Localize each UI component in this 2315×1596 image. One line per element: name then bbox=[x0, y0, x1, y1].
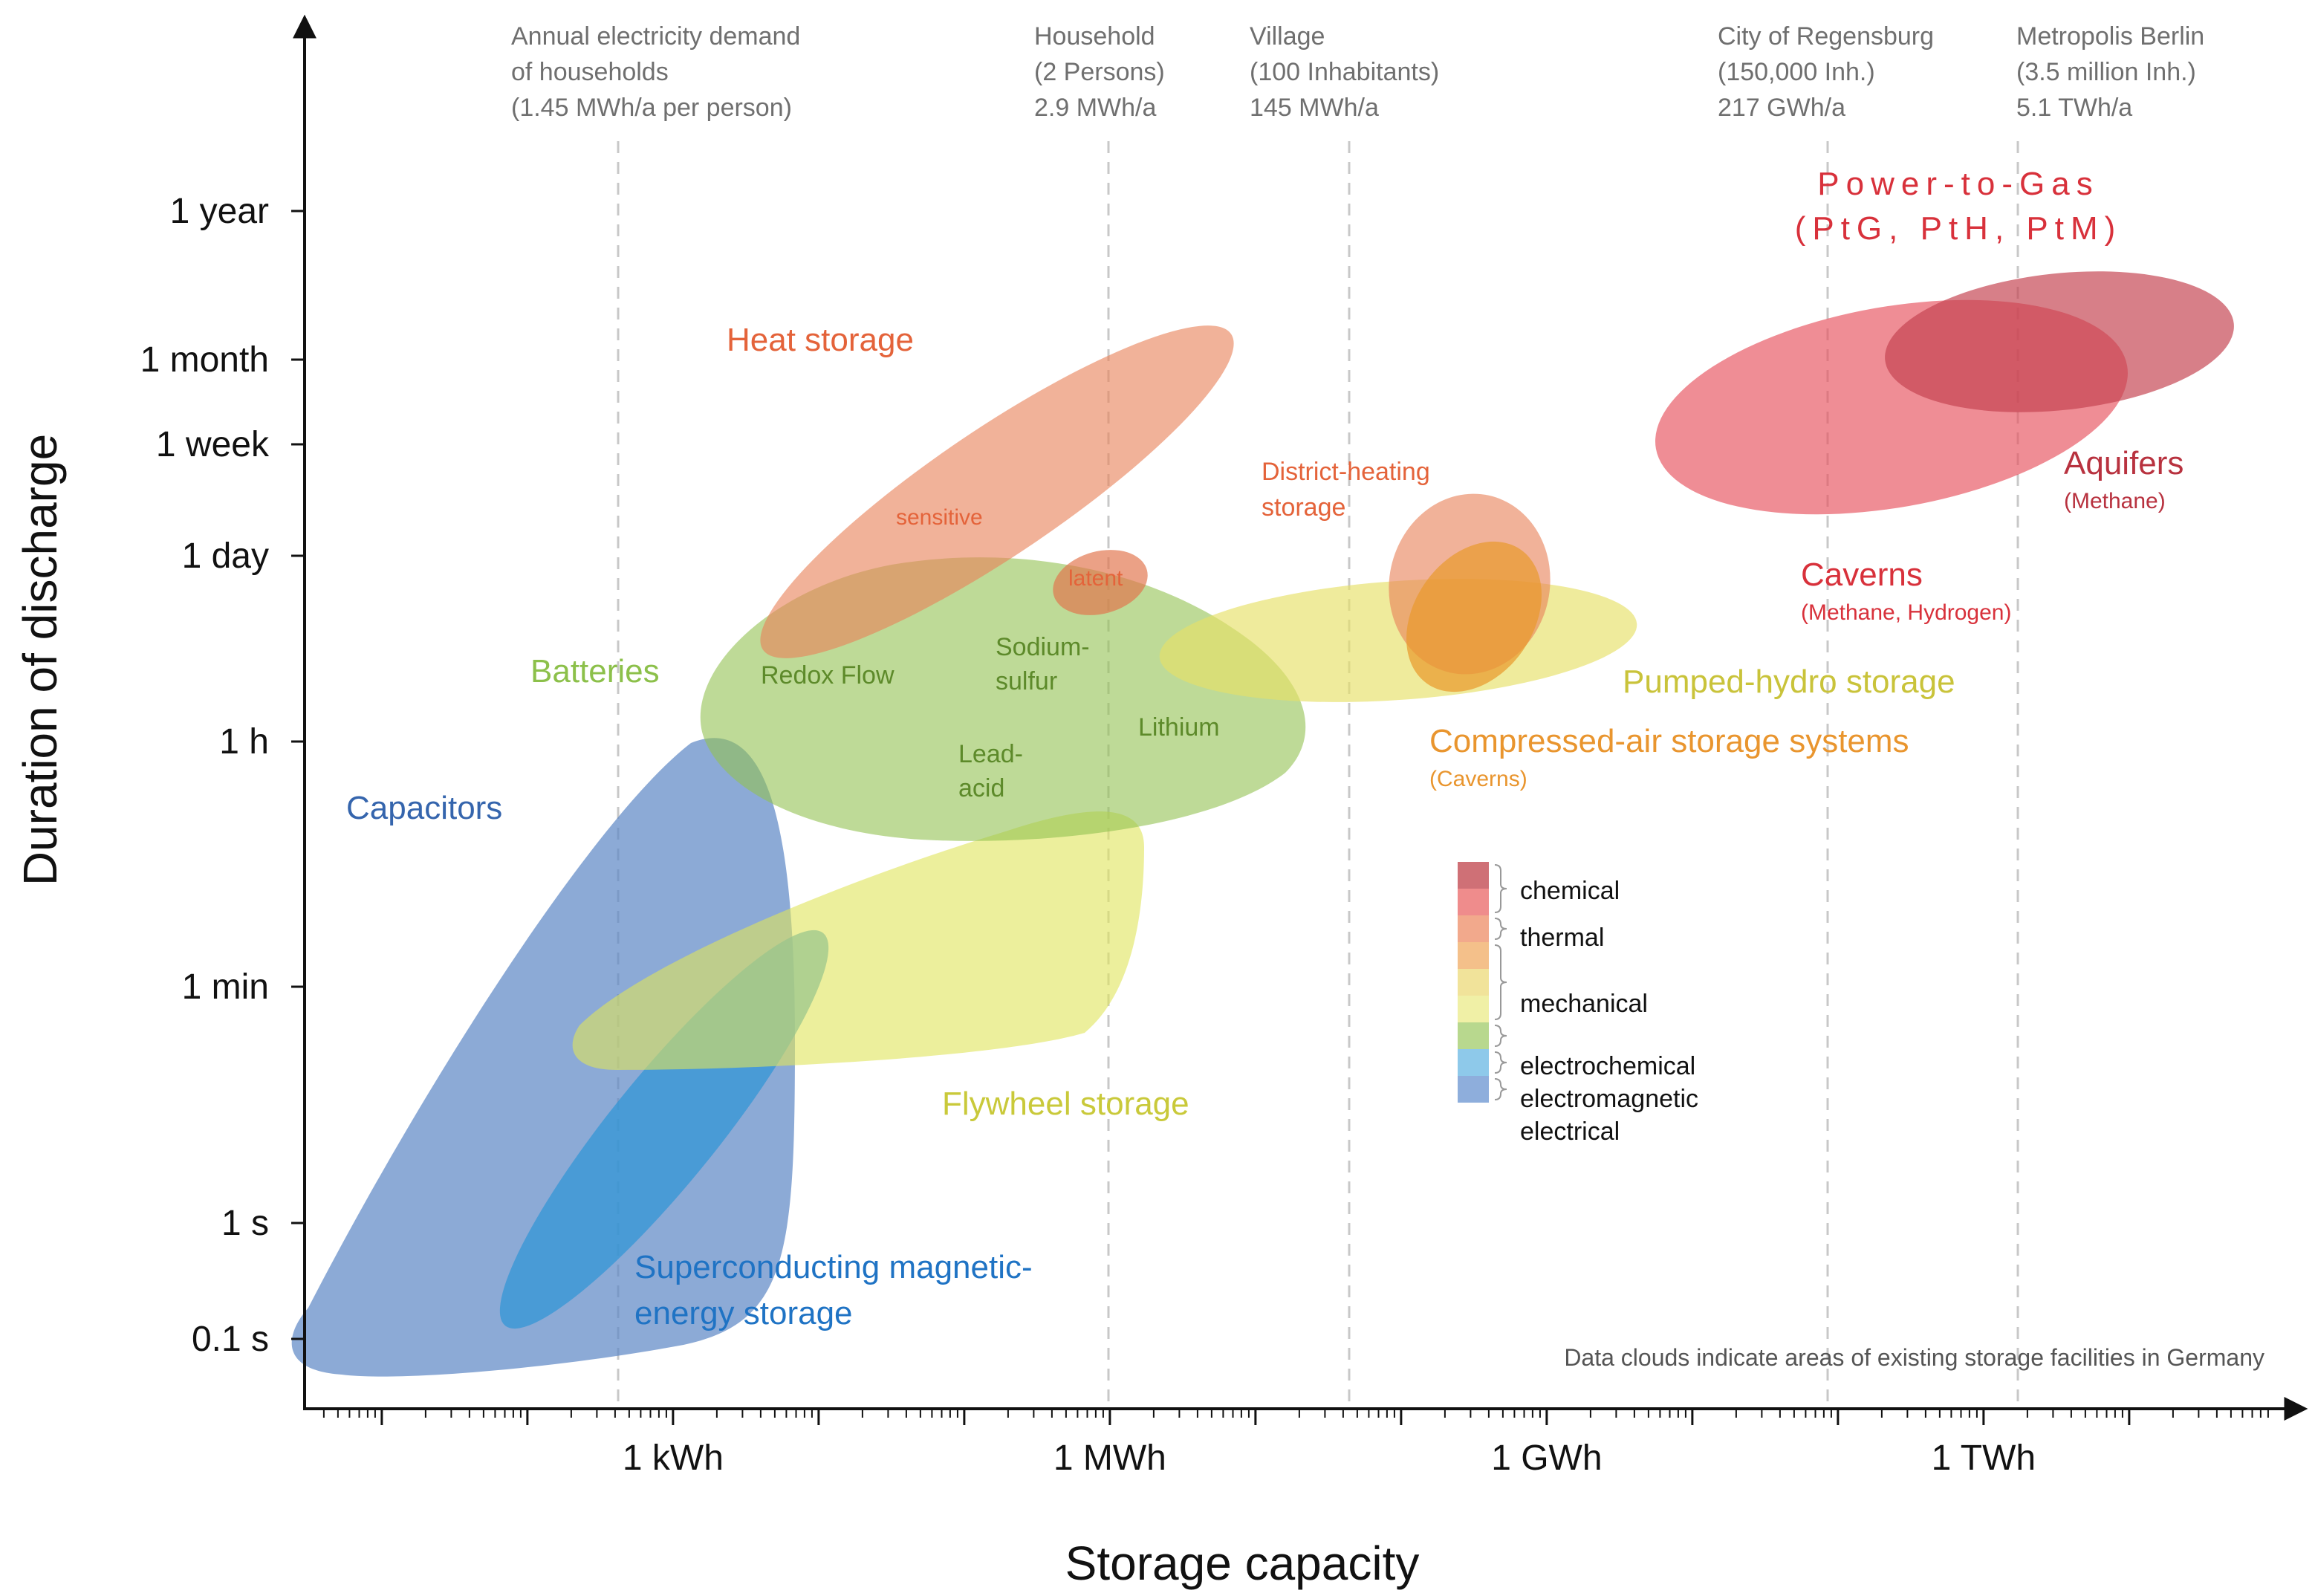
footnote: Data clouds indicate areas of existing s… bbox=[1564, 1344, 2264, 1371]
reference-headers: Annual electricity demand of households (1… bbox=[511, 22, 2204, 122]
legend-label-electromagnetic: electromagnetic bbox=[1520, 1085, 1698, 1113]
label-sodium-2: sulfur bbox=[996, 667, 1057, 695]
label-latent: latent bbox=[1068, 566, 1123, 591]
legend-swatch-mechanical bbox=[1458, 942, 1489, 969]
legend-label-chemical: chemical bbox=[1520, 877, 1620, 905]
label-power-to-gas: Power-to-Gas bbox=[1817, 166, 2099, 202]
legend-brace bbox=[1494, 1078, 1507, 1100]
legend-label-thermal: thermal bbox=[1520, 924, 1604, 952]
legend-brace bbox=[1494, 944, 1507, 1020]
label-sensitive: sensitive bbox=[896, 505, 983, 530]
label-smes-1: Superconducting magnetic- bbox=[634, 1249, 1033, 1285]
legend-label-mechanical: mechanical bbox=[1520, 990, 1648, 1018]
label-aquifers-sub: (Methane) bbox=[2064, 489, 2166, 513]
region-heat-storage bbox=[760, 325, 1234, 658]
legend-swatch-electrochemical bbox=[1458, 1022, 1489, 1049]
region-caes bbox=[1406, 541, 1542, 692]
y-tick-label: 0.1 s bbox=[192, 1320, 269, 1359]
legend-brace bbox=[1494, 1051, 1507, 1074]
reference-header-line: (2 Persons) bbox=[1034, 58, 1165, 86]
y-tick-label: 1 min bbox=[182, 967, 269, 1007]
y-ticks: 1 year 1 month 1 week 1 day 1 h 1 min 1 s 0.1 s bbox=[140, 192, 305, 1359]
reference-header-line: (3.5 million Inh.) bbox=[2016, 58, 2196, 86]
label-batteries: Batteries bbox=[530, 653, 660, 690]
reference-header-line: 145 MWh/a bbox=[1250, 94, 1379, 122]
label-sodium-1: Sodium- bbox=[996, 633, 1090, 661]
label-heat-storage: Heat storage bbox=[727, 322, 914, 358]
label-lead-2: acid bbox=[958, 774, 1004, 802]
y-tick-label: 1 h bbox=[219, 722, 269, 762]
legend-swatch-electromagnetic bbox=[1458, 1049, 1489, 1076]
legend-swatch-chemical bbox=[1458, 889, 1489, 915]
reference-header-line: of households bbox=[511, 58, 669, 86]
reference-header-line: Annual electricity demand bbox=[511, 22, 800, 51]
legend-swatch-chemical bbox=[1458, 862, 1489, 889]
x-axis-label: Storage capacity bbox=[1065, 1537, 1420, 1590]
legend: chemical thermal mechanical electrochemical… bbox=[1458, 862, 1698, 1146]
region-capacitors bbox=[291, 738, 795, 1377]
reference-header-line: Village bbox=[1250, 22, 1325, 51]
y-tick-label: 1 day bbox=[182, 536, 269, 576]
label-power-to-gas-sub: (PtG, PtH, PtM) bbox=[1795, 210, 2123, 247]
label-capacitors: Capacitors bbox=[346, 790, 502, 826]
reference-header-line: 5.1 TWh/a bbox=[2016, 94, 2132, 122]
reference-header-line: Household bbox=[1034, 22, 1155, 51]
label-lead-1: Lead- bbox=[958, 740, 1023, 768]
region-aquifers bbox=[1885, 271, 2234, 412]
label-smes-2: energy storage bbox=[634, 1295, 853, 1331]
x-tick-label: 1 MWh bbox=[1053, 1438, 1166, 1478]
legend-swatch-mechanical bbox=[1458, 969, 1489, 996]
label-caverns-sub: (Methane, Hydrogen) bbox=[1801, 600, 2011, 625]
y-tick-label: 1 year bbox=[170, 192, 269, 231]
y-tick-label: 1 week bbox=[156, 425, 270, 464]
x-tick-label: 1 TWh bbox=[1932, 1438, 2036, 1478]
legend-brace bbox=[1494, 1025, 1507, 1047]
label-district-1: District-heating bbox=[1262, 458, 1430, 486]
legend-swatch-mechanical bbox=[1458, 996, 1489, 1022]
label-lithium: Lithium bbox=[1138, 713, 1220, 742]
legend-label-electrical: electrical bbox=[1520, 1117, 1620, 1146]
label-flywheel: Flywheel storage bbox=[942, 1086, 1189, 1122]
x-ticks: 1 kWh 1 MWh 1 GWh 1 TWh bbox=[322, 1409, 2269, 1478]
y-axis-label: Duration of discharge bbox=[13, 434, 67, 886]
reference-header-line: (1.45 MWh/a per person) bbox=[511, 94, 792, 122]
region-flywheel bbox=[572, 811, 1144, 1070]
region-labels: Power-to-Gas (PtG, PtH, PtM) Heat storag… bbox=[346, 166, 2183, 1331]
x-tick-label: 1 GWh bbox=[1491, 1438, 1602, 1478]
label-caes-sub: (Caverns) bbox=[1429, 767, 1527, 791]
reference-header-line: 217 GWh/a bbox=[1718, 94, 1845, 122]
region-latent bbox=[1053, 550, 1148, 615]
label-aquifers: Aquifers bbox=[2064, 445, 2183, 481]
legend-swatch-electrical bbox=[1458, 1076, 1489, 1103]
data-clouds bbox=[291, 271, 2234, 1377]
y-tick-label: 1 s bbox=[221, 1204, 269, 1243]
legend-swatch-thermal bbox=[1458, 915, 1489, 942]
label-redox-flow: Redox Flow bbox=[761, 661, 894, 690]
legend-label-electrochemical: electrochemical bbox=[1520, 1052, 1695, 1080]
label-district-2: storage bbox=[1262, 493, 1345, 522]
x-tick-label: 1 kWh bbox=[623, 1438, 724, 1478]
legend-brace bbox=[1494, 918, 1507, 940]
reference-header-line: (150,000 Inh.) bbox=[1718, 58, 1875, 86]
reference-header-line: (100 Inhabitants) bbox=[1250, 58, 1439, 86]
label-caes: Compressed-air storage systems bbox=[1429, 723, 1909, 759]
legend-brace bbox=[1494, 864, 1507, 913]
label-caverns: Caverns bbox=[1801, 557, 1923, 593]
y-tick-label: 1 month bbox=[140, 340, 269, 380]
reference-header-line: City of Regensburg bbox=[1718, 22, 1934, 51]
reference-header-line: Metropolis Berlin bbox=[2016, 22, 2204, 51]
reference-header-line: 2.9 MWh/a bbox=[1034, 94, 1156, 122]
label-pumped-hydro: Pumped-hydro storage bbox=[1623, 664, 1955, 700]
